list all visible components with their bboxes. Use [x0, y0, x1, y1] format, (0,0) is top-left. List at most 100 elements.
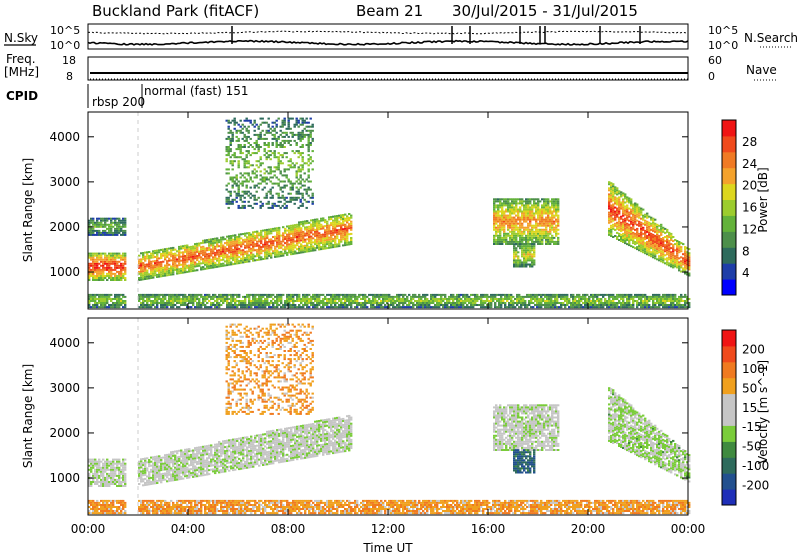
power-cell — [272, 304, 274, 306]
power-cell — [346, 306, 348, 308]
power-cell — [144, 260, 146, 262]
power-cell — [202, 302, 204, 304]
power-cell — [232, 162, 234, 164]
power-cell — [250, 205, 252, 207]
power-cell — [228, 183, 230, 185]
power-cell — [218, 306, 220, 308]
power-cell — [306, 191, 308, 193]
power-cell — [270, 166, 272, 168]
power-cell — [270, 128, 272, 130]
power-cell — [274, 174, 276, 176]
power-cell — [298, 156, 300, 158]
power-cell — [238, 185, 240, 187]
power-cell — [501, 243, 503, 245]
power-cell — [284, 181, 286, 183]
power-cell — [392, 298, 394, 300]
power-cell — [106, 279, 108, 281]
power-cell — [440, 302, 442, 304]
power-cell — [92, 228, 94, 230]
power-cell — [118, 261, 120, 263]
power-cell — [124, 300, 126, 302]
power-cell — [278, 166, 280, 168]
power-cell — [304, 172, 306, 174]
power-cell — [312, 126, 314, 128]
power-cell — [304, 181, 306, 183]
power-cell — [274, 122, 276, 124]
power-cell — [284, 203, 286, 205]
power-cell — [270, 255, 272, 257]
power-cell — [517, 213, 519, 215]
power-cell — [302, 197, 304, 199]
power-cell — [547, 215, 549, 217]
power-cell — [230, 122, 232, 124]
power-cell — [92, 218, 94, 220]
power-cell — [264, 150, 266, 152]
power-cell — [238, 164, 240, 166]
power-cell — [124, 230, 126, 232]
power-cell — [232, 164, 234, 166]
power-cell — [338, 296, 340, 298]
power-cell — [280, 302, 282, 304]
power-cell — [234, 181, 236, 183]
power-cell — [270, 232, 272, 234]
power-cell — [252, 241, 254, 243]
power-cell — [114, 273, 116, 275]
power-cell — [218, 302, 220, 304]
power-cell — [292, 187, 294, 189]
power-cell — [288, 179, 290, 181]
power-cell — [268, 179, 270, 181]
power-cell — [314, 249, 316, 251]
power-cell — [194, 300, 196, 302]
power-cell — [112, 226, 114, 228]
power-cell — [240, 172, 242, 174]
power-cell — [228, 197, 230, 199]
power-cell — [238, 294, 240, 296]
power-cell — [292, 296, 294, 298]
power-cell — [284, 122, 286, 124]
power-cell — [428, 304, 430, 306]
power-cell — [234, 302, 236, 304]
power-cell — [312, 203, 314, 205]
power-cell — [236, 132, 238, 134]
power-cell — [204, 300, 206, 302]
power-cell — [234, 191, 236, 193]
power-cell — [290, 158, 292, 160]
cpid-label: CPID — [6, 89, 38, 103]
power-cell — [258, 128, 260, 130]
power-cell — [286, 156, 288, 158]
power-cell — [533, 255, 535, 257]
power-cell — [408, 294, 410, 296]
power-cell — [274, 130, 276, 132]
power-cell — [146, 302, 148, 304]
power-cell — [290, 193, 292, 195]
power-cell — [240, 130, 242, 132]
power-cell — [166, 250, 168, 252]
power-cell — [254, 148, 256, 150]
power-cell — [290, 144, 292, 146]
power-cell — [278, 168, 280, 170]
power-cell — [302, 118, 304, 120]
power-cell — [110, 294, 112, 296]
power-cell — [278, 179, 280, 181]
power-cell — [547, 202, 549, 204]
power-cell — [515, 239, 517, 241]
power-cell — [308, 154, 310, 156]
power-cell — [254, 296, 256, 298]
power-cell — [148, 298, 150, 300]
power-cell — [537, 206, 539, 208]
power-cell — [278, 164, 280, 166]
power-cell — [324, 296, 326, 298]
power-cell — [278, 233, 280, 235]
power-cell — [270, 193, 272, 195]
power-cell — [318, 298, 320, 300]
power-cell — [272, 195, 274, 197]
power-cell — [262, 189, 264, 191]
power-cell — [282, 294, 284, 296]
power-cell — [192, 302, 194, 304]
power-cell — [138, 300, 140, 302]
power-cell — [350, 223, 352, 225]
power-cell — [505, 239, 507, 241]
power-cell — [124, 224, 126, 226]
power-cell — [270, 247, 272, 249]
power-cell — [312, 245, 314, 247]
